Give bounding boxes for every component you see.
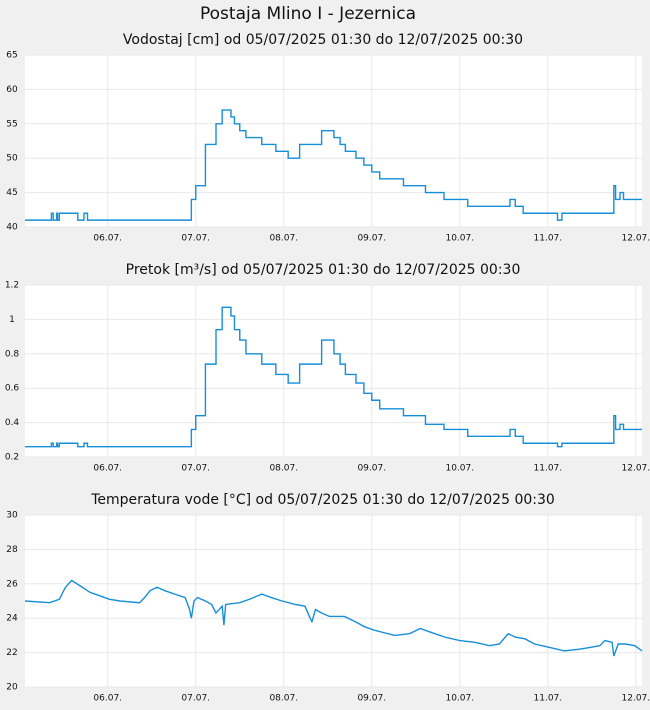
chart-title: Pretok [m³/s] od 05/07/2025 01:30 do 12/… <box>126 262 521 278</box>
y-tick-label: 0.6 <box>5 384 20 394</box>
y-tick-label: 20 <box>6 683 18 693</box>
x-tick-label: 10.07. <box>445 464 474 474</box>
x-tick-label: 11.07. <box>534 694 563 704</box>
x-tick-label: 11.07. <box>534 234 563 244</box>
plot-area <box>25 285 642 457</box>
y-tick-label: 0.4 <box>5 418 20 428</box>
x-tick-label: 12.07. <box>622 694 650 704</box>
plot-area <box>25 55 642 227</box>
y-tick-label: 26 <box>6 579 18 589</box>
x-tick-label: 06.07. <box>93 234 122 244</box>
x-tick-label: 12.07. <box>622 464 650 474</box>
x-tick-label: 06.07. <box>93 464 122 474</box>
x-tick-label: 10.07. <box>445 694 474 704</box>
x-tick-label: 08.07. <box>269 464 298 474</box>
x-tick-label: 06.07. <box>93 694 122 704</box>
data-line <box>25 306 642 448</box>
x-tick-label: 08.07. <box>269 694 298 704</box>
chart-title: Vodostaj [cm] od 05/07/2025 01:30 do 12/… <box>123 32 523 48</box>
y-tick-label: 1 <box>9 315 15 325</box>
x-tick-label: 10.07. <box>445 234 474 244</box>
x-tick-label: 07.07. <box>181 234 210 244</box>
data-line <box>25 109 642 221</box>
x-tick-label: 07.07. <box>181 464 210 474</box>
y-tick-label: 45 <box>6 188 17 198</box>
y-tick-label: 0.2 <box>5 453 19 463</box>
data-line <box>24 579 643 657</box>
x-tick-label: 07.07. <box>181 694 210 704</box>
x-tick-label: 09.07. <box>357 694 386 704</box>
y-tick-label: 22 <box>6 648 17 658</box>
y-tick-label: 60 <box>6 85 18 95</box>
y-tick-label: 50 <box>6 154 18 164</box>
page-title: Postaja Mlino I - Jezernica <box>200 4 416 24</box>
x-tick-label: 09.07. <box>357 234 386 244</box>
y-tick-label: 55 <box>6 119 17 129</box>
y-tick-label: 24 <box>6 614 18 624</box>
y-tick-label: 65 <box>6 51 17 61</box>
y-tick-label: 30 <box>6 511 18 521</box>
y-tick-label: 1.2 <box>5 281 19 291</box>
y-tick-label: 40 <box>6 223 18 233</box>
y-tick-label: 0.8 <box>5 349 20 359</box>
y-tick-label: 28 <box>6 545 18 555</box>
x-tick-label: 11.07. <box>534 464 563 474</box>
x-tick-label: 09.07. <box>357 464 386 474</box>
chart-title: Temperatura vode [°C] od 05/07/2025 01:3… <box>90 492 555 508</box>
x-tick-label: 12.07. <box>622 234 650 244</box>
x-tick-label: 08.07. <box>269 234 298 244</box>
